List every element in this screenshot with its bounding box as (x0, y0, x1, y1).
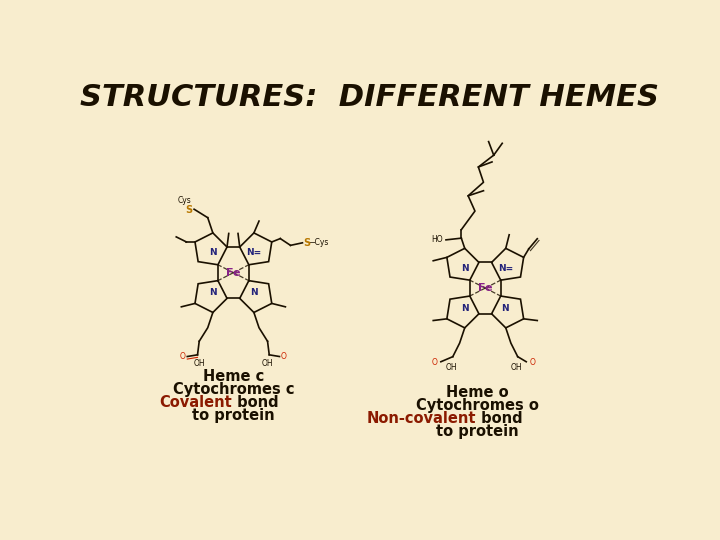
Text: O: O (529, 358, 535, 367)
Text: to protein: to protein (436, 424, 519, 439)
Text: to protein: to protein (192, 408, 275, 423)
Text: Non-covalent: Non-covalent (366, 411, 476, 426)
Text: Heme o: Heme o (446, 384, 509, 400)
Text: S: S (303, 238, 310, 248)
Text: OH: OH (262, 359, 274, 368)
Text: O: O (281, 352, 287, 361)
Text: N: N (250, 288, 257, 297)
Text: Fe: Fe (478, 283, 492, 293)
Text: STRUCTURES:  DIFFERENT HEMES: STRUCTURES: DIFFERENT HEMES (79, 83, 659, 112)
Text: Cytochromes c: Cytochromes c (173, 382, 294, 397)
Text: Cytochromes o: Cytochromes o (416, 397, 539, 413)
Text: O: O (432, 358, 438, 367)
Text: N=: N= (246, 248, 261, 257)
Text: Heme c: Heme c (203, 369, 264, 384)
Text: O: O (180, 352, 186, 361)
Text: N: N (210, 288, 217, 297)
Text: S: S (186, 205, 192, 215)
Text: N: N (210, 248, 217, 257)
Text: N: N (462, 264, 469, 273)
Text: OH: OH (194, 359, 205, 368)
Text: N=: N= (498, 264, 513, 273)
Text: bond: bond (232, 395, 279, 410)
Text: Fe: Fe (226, 268, 240, 278)
Text: Cys: Cys (178, 196, 192, 205)
Text: bond: bond (476, 411, 523, 426)
Text: Covalent: Covalent (159, 395, 232, 410)
Text: N: N (462, 303, 469, 313)
Text: N: N (502, 303, 509, 313)
Text: OH: OH (445, 363, 457, 372)
Text: HO: HO (431, 235, 444, 245)
Text: OH: OH (510, 363, 522, 372)
Text: —Cys: —Cys (308, 238, 329, 247)
